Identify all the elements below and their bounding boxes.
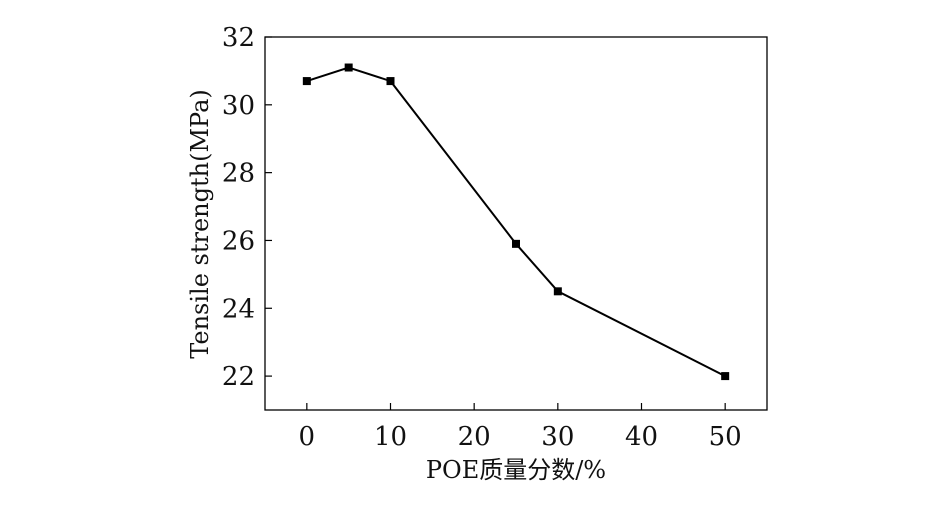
x-tick-label: 50 [709, 422, 742, 452]
data-point [386, 77, 395, 86]
x-tick-label: 0 [299, 422, 316, 452]
y-tick-label: 30 [222, 91, 255, 121]
x-axis-title: POE质量分数/% [426, 456, 606, 484]
data-point [721, 372, 730, 381]
y-tick-label: 32 [222, 23, 255, 53]
data-point [344, 63, 353, 72]
data-point [512, 239, 520, 248]
x-axis-ticks: 0 10 20 30 40 50 [299, 403, 742, 452]
y-tick-label: 24 [222, 294, 255, 324]
x-tick-label: 10 [374, 422, 407, 452]
series-line [306, 66, 726, 377]
series-group [302, 63, 730, 381]
data-point [302, 77, 311, 86]
x-tick-label: 30 [541, 422, 574, 452]
x-tick-label: 20 [458, 422, 491, 452]
y-axis-title: Tensile strength(MPa) [186, 89, 214, 359]
plot-frame [264, 36, 768, 411]
x-tick-label: 40 [625, 422, 658, 452]
y-tick-label: 22 [222, 362, 255, 392]
y-axis-ticks: 22 24 26 28 30 32 [222, 23, 272, 392]
y-tick-label: 28 [222, 159, 255, 189]
y-tick-label: 26 [222, 226, 255, 256]
data-point [553, 287, 562, 296]
